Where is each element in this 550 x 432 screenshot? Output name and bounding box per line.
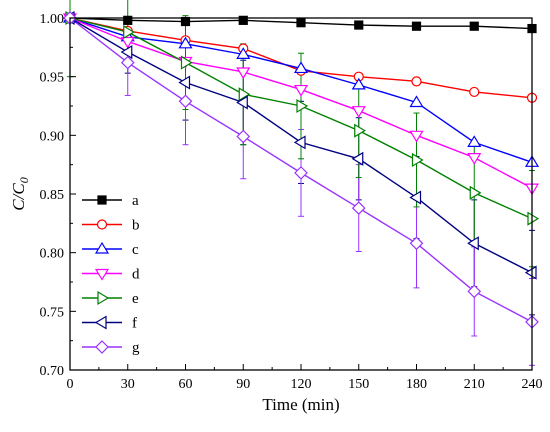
data-point-a: [354, 20, 364, 30]
data-point-e: [527, 211, 540, 226]
y-tick-label: 0.85: [40, 188, 65, 203]
data-point-a: [469, 21, 479, 31]
data-point-a: [296, 18, 306, 28]
axis-ticks-layer: 0 30 60 90 120 150 180 210 240 0.70 0.75 0.80 0.85 0.…: [40, 12, 543, 392]
x-tick-label: 0: [67, 377, 74, 392]
x-tick-label: 90: [236, 377, 250, 392]
data-point-a: [180, 16, 191, 27]
data-point-c: [178, 36, 193, 49]
legend-label: e: [132, 291, 139, 307]
x-axis-title: Time (min): [262, 395, 339, 414]
data-point-g: [467, 284, 482, 299]
data-point-c: [293, 61, 309, 74]
data-point-e: [354, 123, 366, 138]
legend-marker-c: [94, 241, 110, 254]
legend-marker-d: [94, 268, 110, 281]
data-point-e: [238, 87, 251, 102]
data-point-f: [178, 75, 191, 90]
data-point-f: [351, 151, 364, 166]
data-point-f: [409, 190, 422, 205]
data-point-d: [236, 67, 251, 80]
legend-marker-g: [95, 340, 109, 354]
data-point-a: [123, 15, 133, 25]
data-point-a: [238, 15, 248, 25]
y-axis-title-subscript: 0: [17, 177, 31, 183]
legend-label: f: [132, 316, 137, 332]
data-point-f: [524, 265, 537, 280]
data-point-g: [409, 236, 424, 251]
legend-item-b: b: [82, 218, 140, 234]
legend-label: a: [132, 193, 139, 209]
data-point-d: [409, 130, 424, 143]
y-tick-label: 0.70: [40, 364, 65, 379]
data-point-g: [294, 166, 308, 180]
data-point-e: [180, 55, 193, 70]
legend-item-g: g: [82, 340, 140, 356]
y-tick-label: 0.75: [40, 305, 65, 320]
data-point-a: [411, 21, 422, 31]
error-bars-layer: [67, 0, 535, 366]
y-tick-label: 0.80: [40, 247, 65, 262]
legend-item-d: d: [82, 267, 140, 283]
y-axis-title: C/C0: [9, 177, 31, 210]
data-point-f: [236, 95, 248, 110]
data-point-e: [296, 98, 309, 114]
data-point-d: [293, 84, 309, 97]
y-tick-label: 0.95: [40, 71, 65, 86]
data-point-f: [293, 135, 306, 150]
legend-label: g: [132, 340, 140, 356]
data-point-f: [467, 236, 479, 251]
x-tick-label: 180: [406, 377, 427, 392]
data-point-c: [351, 77, 366, 90]
x-tick-label: 150: [348, 377, 369, 392]
legend-label: b: [132, 218, 140, 234]
data-point-c: [467, 135, 482, 147]
data-point-c: [236, 47, 251, 59]
legend-marker-f: [94, 315, 107, 330]
data-point-d: [351, 106, 366, 118]
legend-label: c: [132, 242, 139, 258]
data-point-f: [120, 44, 133, 60]
data-point-e: [123, 25, 135, 40]
data-point-d: [120, 36, 135, 49]
y-tick-label: 1.00: [40, 12, 65, 27]
x-tick-label: 240: [522, 377, 543, 392]
y-tick-label: 0.90: [40, 129, 65, 144]
data-point-g: [178, 94, 193, 109]
data-point-g: [120, 55, 135, 70]
legend-marker-a: [97, 195, 107, 205]
legend-item-e: e: [82, 290, 139, 307]
legend-marker-e: [97, 290, 110, 306]
data-point-g: [236, 129, 251, 144]
data-point-g: [351, 201, 366, 215]
legend-label: d: [132, 267, 140, 283]
legend-item-a: a: [82, 193, 139, 209]
data-point-c: [409, 95, 424, 108]
x-tick-label: 120: [291, 377, 312, 392]
legend-item-f: f: [82, 315, 137, 332]
data-point-b: [469, 86, 480, 98]
x-tick-label: 210: [464, 377, 485, 392]
x-tick-label: 60: [179, 377, 193, 392]
x-tick-label: 30: [121, 377, 135, 392]
data-point-e: [411, 152, 424, 168]
legend-marker-b: [96, 219, 108, 230]
legend-item-c: c: [82, 241, 139, 258]
data-point-e: [469, 185, 482, 200]
data-point-d: [467, 153, 482, 165]
y-axis-title-main: C/C: [9, 183, 28, 211]
data-point-b: [411, 76, 422, 87]
